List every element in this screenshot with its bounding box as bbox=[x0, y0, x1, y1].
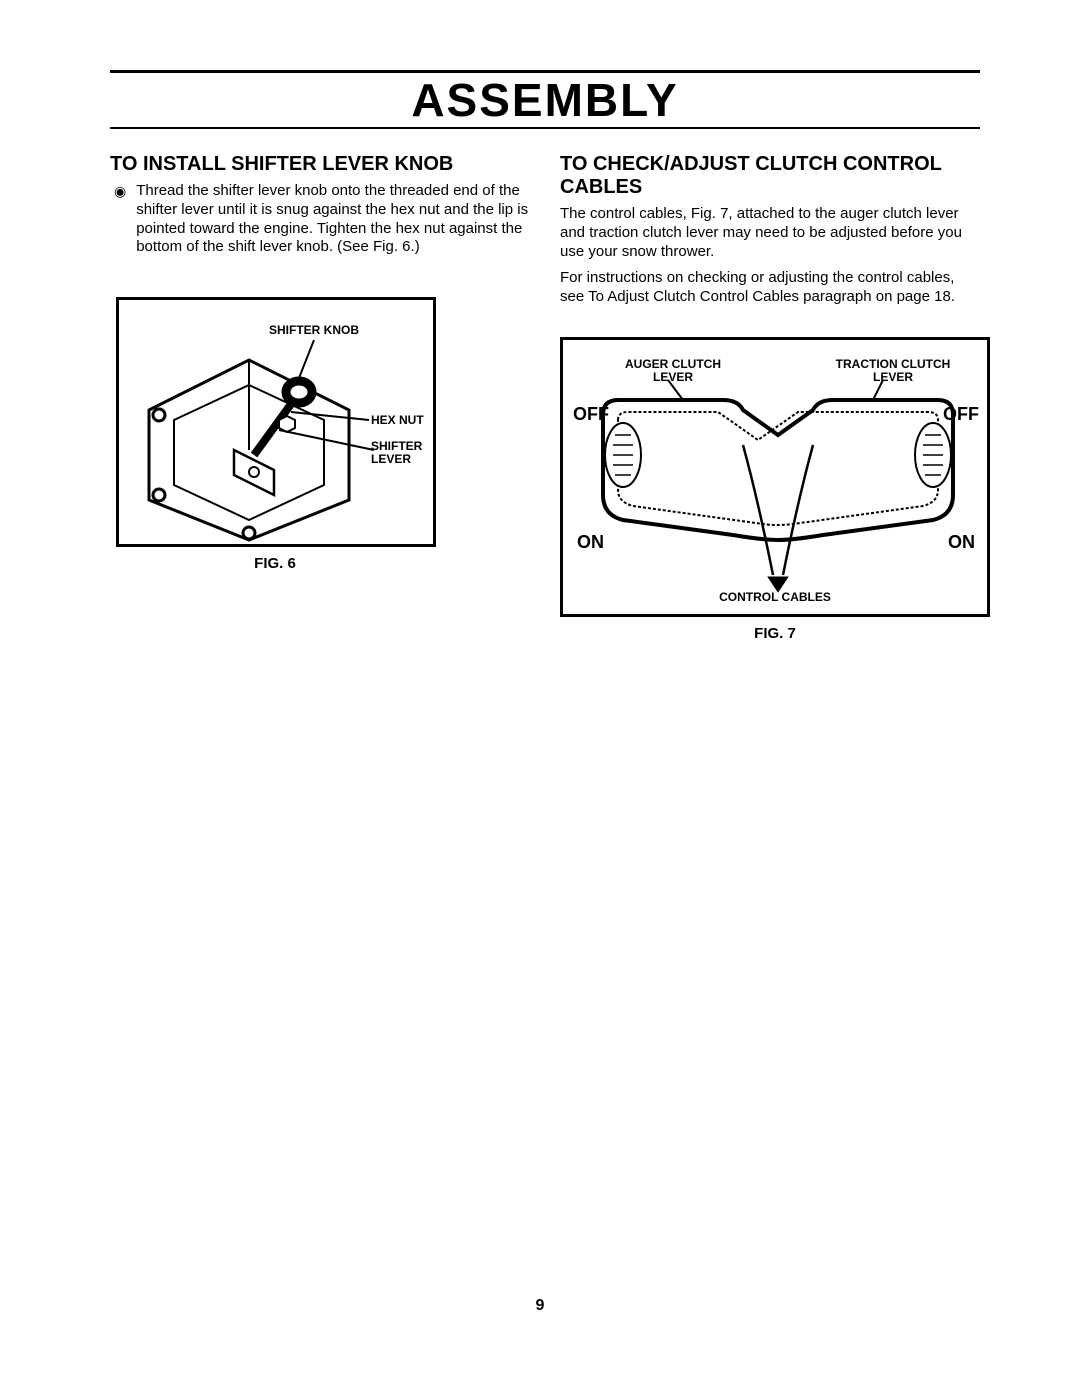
fig7-label-auger: AUGER CLUTCH LEVER bbox=[623, 358, 723, 384]
fig7-label-off-right: OFF bbox=[943, 404, 979, 425]
columns: TO INSTALL SHIFTER LEVER KNOB ◉ Thread t… bbox=[110, 153, 980, 642]
left-heading: TO INSTALL SHIFTER LEVER KNOB bbox=[110, 153, 530, 176]
bullet-icon: ◉ bbox=[110, 182, 126, 257]
right-p1: The control cables, Fig. 7, attached to … bbox=[560, 205, 980, 261]
page-container: ASSEMBLY TO INSTALL SHIFTER LEVER KNOB ◉… bbox=[0, 0, 1080, 682]
fig6-label-shifter-lever: SHIFTER LEVER bbox=[371, 440, 431, 466]
right-heading: TO CHECK/ADJUST CLUTCH CONTROL CABLES bbox=[560, 153, 980, 199]
fig7-caption: FIG. 7 bbox=[560, 625, 990, 642]
bullet-text: Thread the shifter lever knob onto the t… bbox=[136, 182, 530, 257]
fig7-label-traction: TRACTION CLUTCH LEVER bbox=[833, 358, 953, 384]
page-title: ASSEMBLY bbox=[110, 73, 980, 127]
left-column: TO INSTALL SHIFTER LEVER KNOB ◉ Thread t… bbox=[110, 153, 530, 642]
fig6-label-hex-nut: HEX NUT bbox=[371, 414, 424, 427]
right-column: TO CHECK/ADJUST CLUTCH CONTROL CABLES Th… bbox=[560, 153, 980, 642]
figure-7: AUGER CLUTCH LEVER TRACTION CLUTCH LEVER… bbox=[560, 337, 990, 617]
fig6-label-shifter-knob: SHIFTER KNOB bbox=[269, 324, 359, 337]
bullet-item: ◉ Thread the shifter lever knob onto the… bbox=[110, 182, 530, 257]
fig6-caption: FIG. 6 bbox=[110, 555, 440, 572]
title-block: ASSEMBLY bbox=[110, 70, 980, 129]
right-p2: For instructions on checking or adjustin… bbox=[560, 269, 980, 307]
fig7-label-on-right: ON bbox=[948, 532, 975, 553]
page-number: 9 bbox=[0, 1297, 1080, 1315]
figure-6: SHIFTER KNOB HEX NUT SHIFTER LEVER bbox=[116, 297, 436, 547]
fig7-label-on-left: ON bbox=[577, 532, 604, 553]
fig7-label-cables: CONTROL CABLES bbox=[563, 591, 987, 604]
fig7-label-off-left: OFF bbox=[573, 404, 609, 425]
